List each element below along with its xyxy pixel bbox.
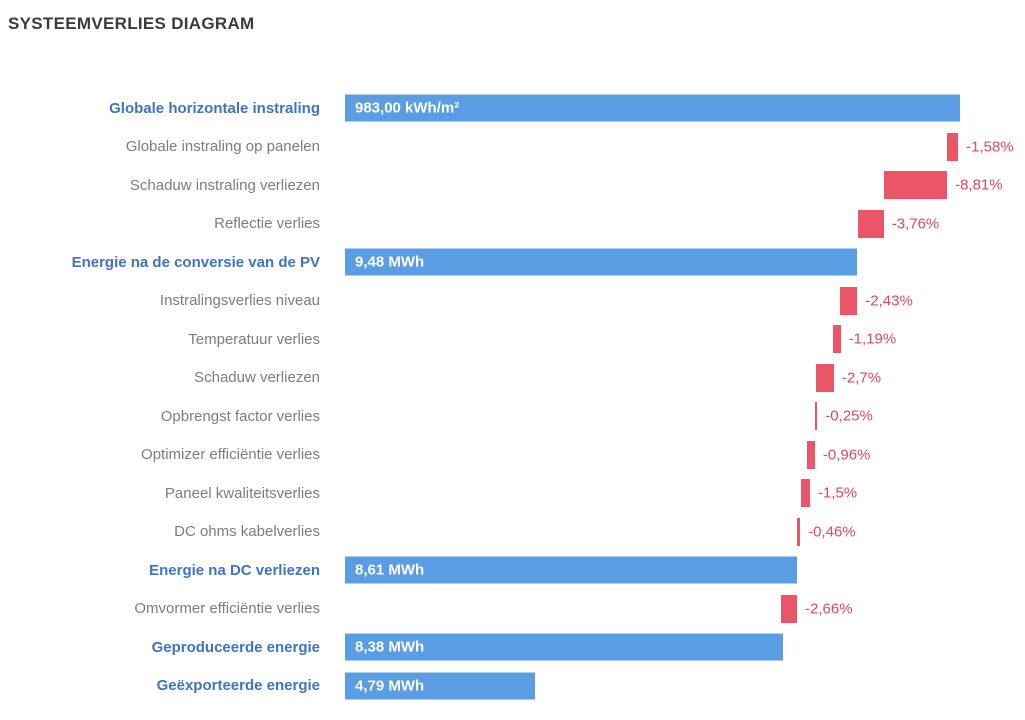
chart-row: Energie na de conversie van de PV 9,48 M… xyxy=(0,243,1025,282)
chart-row: Energie na DC verliezen 8,61 MWh xyxy=(0,551,1025,590)
bar-track: -8,81% xyxy=(345,166,1003,205)
loss-percent-label: -8,81% xyxy=(955,176,1003,194)
loss-bar[interactable] xyxy=(832,325,841,354)
chart-row: Reflectie verlies -3,76% xyxy=(0,205,1025,244)
loss-percent-label: -2,7% xyxy=(841,369,882,387)
row-label: Energie na de conversie van de PV xyxy=(71,253,320,271)
bar-value-label: 8,61 MWh xyxy=(355,561,425,579)
bar-track: -0,25% xyxy=(345,397,960,436)
loss-percent-label: -2,43% xyxy=(865,292,913,310)
chart-row: DC ohms kabelverlies -0,46% xyxy=(0,513,1025,552)
row-label: Globale instraling op panelen xyxy=(125,138,320,156)
loss-percent-label: -0,25% xyxy=(825,407,873,425)
loss-percent-label: -2,66% xyxy=(805,600,853,618)
bar-value-label: 983,00 kWh/m² xyxy=(355,99,460,117)
chart-row: Optimizer efficiëntie verlies -0,96% xyxy=(0,436,1025,475)
loss-bar[interactable] xyxy=(781,594,798,623)
row-label: Energie na DC verliezen xyxy=(149,561,320,579)
bar-value-label: 8,38 MWh xyxy=(355,638,425,656)
row-label: Schaduw instraling verliezen xyxy=(129,176,320,194)
bar-value-label: 9,48 MWh xyxy=(355,253,425,271)
chart-row: Instralingsverlies niveau -2,43% xyxy=(0,282,1025,321)
chart-row: Schaduw verliezen -2,7% xyxy=(0,359,1025,398)
row-label: Globale horizontale instraling xyxy=(109,99,320,117)
bar-track: -1,5% xyxy=(345,474,960,513)
loss-bar[interactable] xyxy=(807,440,815,469)
row-label: Opbrengst factor verlies xyxy=(160,407,320,425)
row-label: Schaduw verliezen xyxy=(194,369,320,387)
loss-bar[interactable] xyxy=(797,517,801,546)
bar-track: -3,76% xyxy=(345,205,960,244)
bar-track: -2,43% xyxy=(345,282,960,321)
bar-track: -2,7% xyxy=(345,359,960,398)
value-bar[interactable]: 9,48 MWh xyxy=(345,248,858,276)
bar-track: 9,48 MWh xyxy=(345,243,960,282)
row-label: Geëxporteerde energie xyxy=(156,677,320,695)
row-label: Paneel kwaliteitsverlies xyxy=(164,484,320,502)
bar-value-label: 4,79 MWh xyxy=(355,677,425,695)
loss-percent-label: -0,96% xyxy=(822,446,871,464)
chart-row: Geëxporteerde energie 4,79 MWh xyxy=(0,667,1025,706)
bar-track: 8,38 MWh xyxy=(345,628,960,667)
value-bar[interactable]: 8,38 MWh xyxy=(345,633,783,661)
row-label: Temperatuur verlies xyxy=(188,330,320,348)
loss-bar[interactable] xyxy=(814,402,818,431)
row-label: Reflectie verlies xyxy=(214,215,320,233)
loss-bar[interactable] xyxy=(816,363,834,392)
row-label: Instralingsverlies niveau xyxy=(159,292,320,310)
row-label: Geproduceerde energie xyxy=(151,638,320,656)
waterfall-chart: Globale horizontale instraling 983,00 kW… xyxy=(0,89,1025,705)
value-bar[interactable]: 983,00 kWh/m² xyxy=(345,94,960,122)
loss-percent-label: -1,58% xyxy=(966,138,1014,156)
bar-track: 4,79 MWh xyxy=(345,667,960,706)
loss-bar[interactable] xyxy=(801,479,810,508)
row-label: Omvormer efficiëntie verlies xyxy=(134,600,320,618)
loss-percent-label: -3,76% xyxy=(891,215,940,233)
loss-bar[interactable] xyxy=(857,209,884,238)
chart-row: Schaduw instraling verliezen -8,81% xyxy=(0,166,1025,205)
loss-percent-label: -1,5% xyxy=(817,484,858,502)
loss-bar[interactable] xyxy=(947,132,959,161)
chart-row: Globale instraling op panelen -1,58% xyxy=(0,128,1025,167)
chart-row: Opbrengst factor verlies -0,25% xyxy=(0,397,1025,436)
chart-row: Paneel kwaliteitsverlies -1,5% xyxy=(0,474,1025,513)
chart-row: Temperatuur verlies -1,19% xyxy=(0,320,1025,359)
loss-percent-label: -0,46% xyxy=(808,523,856,541)
value-bar[interactable]: 8,61 MWh xyxy=(345,556,798,584)
bar-track: -0,46% xyxy=(345,513,960,552)
bar-track: -1,19% xyxy=(345,320,960,359)
chart-row: Omvormer efficiëntie verlies -2,66% xyxy=(0,590,1025,629)
bar-track: -2,66% xyxy=(345,590,960,629)
row-label: DC ohms kabelverlies xyxy=(174,523,320,541)
loss-bar[interactable] xyxy=(883,171,948,200)
bar-track: -1,58% xyxy=(345,128,1014,167)
bar-track: 983,00 kWh/m² xyxy=(345,89,960,128)
chart-row: Geproduceerde energie 8,38 MWh xyxy=(0,628,1025,667)
bar-track: -0,96% xyxy=(345,436,960,475)
loss-percent-label: -1,19% xyxy=(848,330,897,348)
loss-bar[interactable] xyxy=(840,286,858,315)
chart-row: Globale horizontale instraling 983,00 kW… xyxy=(0,89,1025,128)
value-bar[interactable]: 4,79 MWh xyxy=(345,672,536,700)
page-title: SYSTEEMVERLIES DIAGRAM xyxy=(8,14,255,33)
row-label: Optimizer efficiëntie verlies xyxy=(141,446,320,464)
bar-track: 8,61 MWh xyxy=(345,551,960,590)
